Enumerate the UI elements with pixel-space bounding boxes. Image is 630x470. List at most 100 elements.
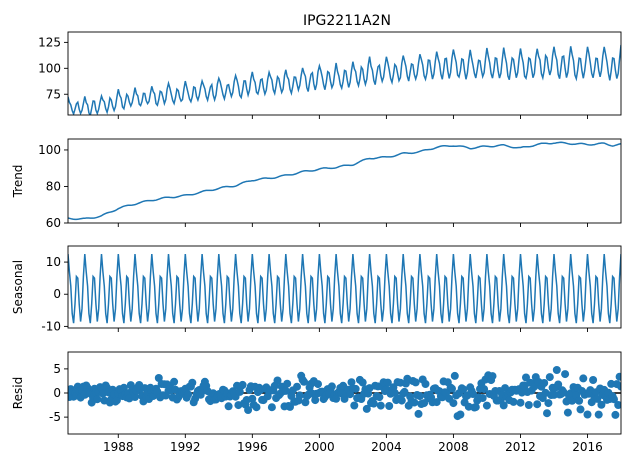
resid-point [351,384,360,393]
chart-title: IPG2211A2N [303,13,391,29]
panel-trend: 60 80 100 Trend [11,138,622,230]
resid-point [583,410,592,419]
resid-point [421,380,430,388]
resid-point [482,401,491,410]
resid-point [397,396,406,405]
x-tick-label: 2004 [371,440,402,454]
resid-point [607,379,616,388]
x-tick-label: 2008 [438,440,469,454]
resid-point [112,396,121,405]
resid-point [411,378,420,387]
y-tick-label: 60 [46,216,61,230]
resid-point [448,384,456,393]
resid-point [415,392,424,401]
x-tick-label: 1996 [237,440,268,454]
resid-point [390,388,399,397]
resid-point [248,394,257,403]
resid-point [362,404,371,413]
plot-area-resid [68,366,621,421]
y-tick-label: 5 [53,362,61,376]
resid-point [563,408,572,417]
resid-point [224,402,233,411]
plot-area-trend [68,141,621,221]
resid-point [414,409,423,418]
resid-point [450,371,459,380]
y-tick-label: 100 [38,61,61,75]
seasonal-series-line [68,253,621,324]
resid-point [244,406,253,414]
resid-point [543,409,551,418]
resid-point [252,403,261,412]
x-tick-label: 2012 [505,440,536,454]
resid-point [188,378,197,387]
resid-point [540,379,549,387]
resid-point [154,374,163,382]
resid-point [293,382,301,391]
resid-point [597,400,606,409]
resid-point [594,410,603,419]
resid-point [350,401,359,410]
y-tick-label: 10 [46,255,61,269]
resid-point [400,387,409,396]
x-tick-label: 1988 [103,440,134,454]
resid-point [449,399,458,408]
resid-point [611,410,620,419]
resid-point [300,377,308,386]
resid-point [480,385,489,394]
plot-area-observed [68,44,621,115]
resid-point [170,377,179,386]
resid-point [267,403,276,412]
resid-point [432,398,441,407]
x-tick-label: 2016 [572,440,603,454]
panel-frame [67,138,622,224]
resid-point [311,396,320,405]
resid-point [471,403,480,412]
panel-resid: -5 0 5 1988 1992 1996 2000 2004 2008 2012 2016 Resi… [11,351,622,454]
y-axis-label-trend: Trend [11,165,25,199]
resid-point [283,379,292,388]
resid-point [524,401,533,409]
resid-point [184,390,193,399]
resid-point [478,394,487,402]
panel-frame [67,245,622,329]
y-tick-label: 75 [46,87,61,101]
y-tick-label: -10 [41,319,61,333]
x-tick-label: 2000 [304,440,335,454]
resid-point [509,397,518,406]
y-tick-label: 80 [46,179,61,193]
resid-point [614,401,621,409]
resid-point [456,410,465,419]
trend-series-line [68,141,621,221]
resid-point [410,398,419,407]
y-tick-label: 125 [38,35,61,49]
resid-point [533,400,542,409]
y-tick-label: 0 [53,287,61,301]
resid-point [544,399,553,408]
resid-point [488,372,497,381]
y-axis-label-resid: Resid [11,377,25,409]
resid-point [615,372,621,381]
panel-seasonal: -10 0 10 Seasonal [11,245,622,333]
y-tick-label: 0 [53,386,61,400]
resid-point [459,385,468,394]
resid-point [358,378,367,387]
resid-point [385,402,394,410]
resid-point [327,382,336,391]
resid-point [238,380,247,389]
resid-point [369,399,378,408]
plot-area-seasonal [68,253,621,324]
resid-point [575,396,584,405]
resid-point [552,366,561,374]
resid-point [579,374,588,383]
y-tick-label: -5 [49,410,61,424]
resid-point [559,388,568,397]
panel-observed: 75 100 125 [38,31,622,119]
resid-point [610,395,618,404]
resid-point [281,386,290,395]
x-tick-label: 1992 [170,440,201,454]
resid-point [545,373,554,382]
resid-point [314,380,322,389]
resid-point [499,401,508,410]
resid-point [273,376,282,385]
